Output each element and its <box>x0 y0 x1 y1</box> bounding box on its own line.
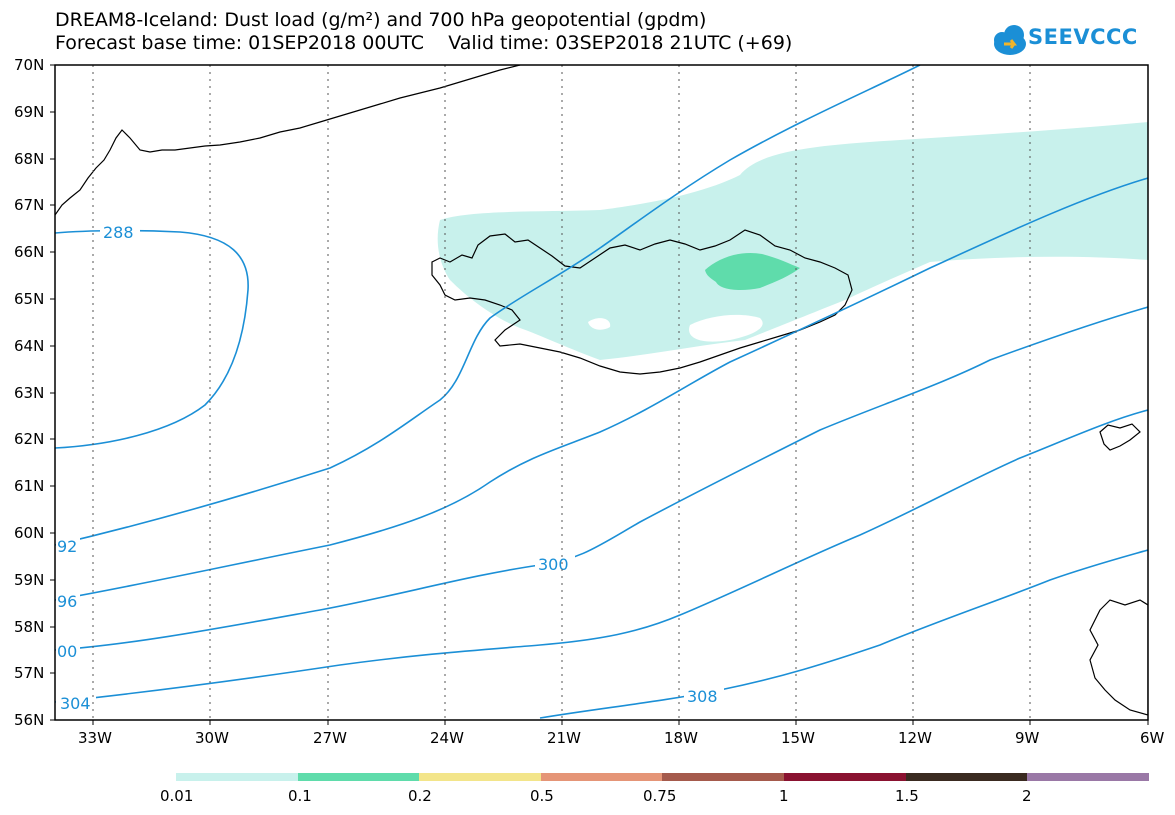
lat-label: 62N <box>14 430 44 448</box>
lat-label: 60N <box>14 524 44 542</box>
seevccc-logo <box>994 25 1026 55</box>
contour-288 <box>55 229 249 449</box>
colorbar-swatch <box>176 773 298 781</box>
lon-label: 24W <box>430 729 464 747</box>
contour-label: 00 <box>57 642 77 661</box>
colorbar-swatch <box>662 773 784 781</box>
colorbar: 0.01 0.1 0.2 0.5 0.75 1 1.5 2 <box>160 773 1149 805</box>
lat-label: 57N <box>14 664 44 682</box>
lat-label: 63N <box>14 384 44 402</box>
colorbar-swatch <box>1027 773 1149 781</box>
lon-label: 9W <box>1015 729 1040 747</box>
geopotential-contours <box>55 65 1148 719</box>
coastline-faroes <box>1099 423 1141 451</box>
lat-label: 69N <box>14 103 44 121</box>
lon-label: 33W <box>78 729 112 747</box>
lon-label: 6W <box>1140 729 1165 747</box>
lat-label: 56N <box>14 711 44 729</box>
lon-label: 15W <box>781 729 815 747</box>
colorbar-label: 0.75 <box>643 787 676 805</box>
dust-area-low <box>437 122 1148 360</box>
colorbar-swatch <box>298 773 419 781</box>
lon-label: 18W <box>664 729 698 747</box>
colorbar-label: 0.2 <box>408 787 432 805</box>
dust-area-white-gap <box>689 314 763 342</box>
contour-label: 92 <box>57 537 77 556</box>
colorbar-label: 0.1 <box>288 787 312 805</box>
contour-labels: 288 92 96 00 304 300 308 <box>56 222 724 714</box>
lat-label: 68N <box>14 150 44 168</box>
map-subtitle-times: Forecast base time: 01SEP2018 00UTC Vali… <box>55 32 793 54</box>
colorbar-swatch <box>541 773 662 781</box>
lat-label: 59N <box>14 571 44 589</box>
lat-label: 70N <box>14 56 44 74</box>
contour-label: 288 <box>103 223 134 242</box>
lat-label: 66N <box>14 243 44 261</box>
colorbar-swatch <box>784 773 906 781</box>
coastline-iceland <box>431 229 853 375</box>
lon-label: 30W <box>195 729 229 747</box>
lat-label: 61N <box>14 477 44 495</box>
dust-area-white-gap-west <box>588 318 611 330</box>
latitude-labels: 70N 69N 68N 67N 66N 65N 64N 63N 62N 61N … <box>14 56 44 729</box>
colorbar-swatch <box>419 773 541 781</box>
longitude-labels: 33W 30W 27W 24W 21W 18W 15W 12W 9W 6W <box>78 729 1165 747</box>
contour-292 <box>55 65 921 546</box>
colorbar-label: 1.5 <box>895 787 919 805</box>
lat-label: 58N <box>14 618 44 636</box>
contour-label: 96 <box>57 592 77 611</box>
logo-text: SEEVCCC <box>1028 25 1138 49</box>
contour-label: 304 <box>60 694 91 713</box>
contour-label: 308 <box>687 687 718 706</box>
contour-label: 300 <box>538 555 569 574</box>
tick-marks <box>50 64 1149 725</box>
map-title: DREAM8-Iceland: Dust load (g/m²) and 700… <box>55 9 707 31</box>
colorbar-label: 0.5 <box>530 787 554 805</box>
dust-load-field <box>437 122 1148 360</box>
lon-label: 21W <box>547 729 581 747</box>
colorbar-label: 1 <box>779 787 789 805</box>
colorbar-label: 2 <box>1022 787 1032 805</box>
lon-label: 27W <box>313 729 347 747</box>
contour-300 <box>55 306 1148 651</box>
lat-label: 64N <box>14 337 44 355</box>
cloud-icon <box>994 25 1026 55</box>
coastline-scotland <box>1089 599 1148 716</box>
contour-304 <box>55 409 1148 703</box>
lat-label: 65N <box>14 290 44 308</box>
colorbar-swatch <box>906 773 1027 781</box>
colorbar-label: 0.01 <box>160 787 193 805</box>
contour-296 <box>55 177 1148 601</box>
coastline-greenland <box>55 65 521 216</box>
lat-label: 67N <box>14 196 44 214</box>
lon-label: 12W <box>898 729 932 747</box>
dust-area-mid <box>705 252 800 290</box>
contour-308 <box>539 549 1148 719</box>
coastlines <box>55 65 1148 716</box>
